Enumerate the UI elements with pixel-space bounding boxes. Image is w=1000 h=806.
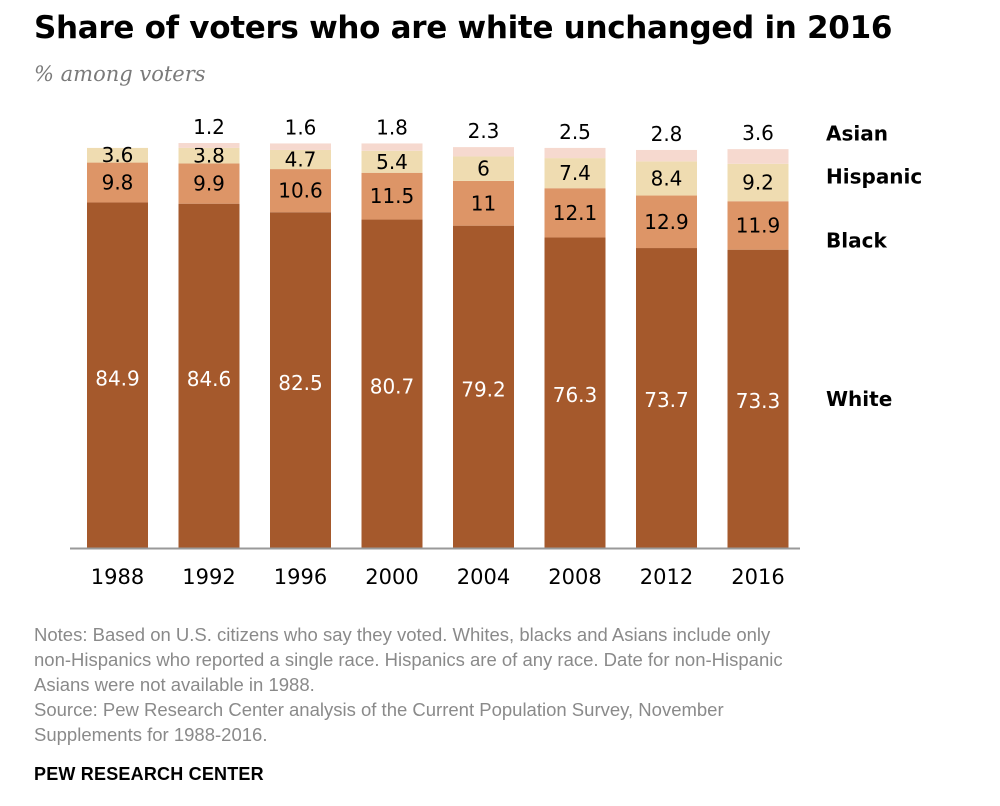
data-label-white-1996: 82.5	[278, 371, 323, 395]
source-line: Source: Pew Research Center analysis of …	[34, 699, 724, 720]
bar-segment-asian-2016	[727, 149, 789, 164]
bar-segment-asian-1996	[270, 143, 331, 150]
data-label-white-1992: 84.6	[187, 367, 232, 391]
data-label-white-2000: 80.7	[370, 375, 415, 399]
data-label-hispanic-1996: 4.7	[285, 148, 317, 172]
chart-title: Share of voters who are white unchanged …	[34, 10, 893, 46]
bar-segment-white-1992	[178, 203, 240, 548]
data-label-hispanic-2008: 7.4	[559, 161, 591, 185]
bar-segment-asian-2008	[544, 147, 606, 159]
data-label-white-2012: 73.7	[644, 388, 689, 412]
bar-segment-hispanic-1992	[178, 147, 240, 164]
bar-segment-hispanic-2016	[727, 163, 789, 202]
x-tick-label-1996: 1996	[274, 565, 327, 589]
data-label-asian-2016: 3.6	[742, 121, 774, 145]
bar-segment-white-1996	[270, 212, 331, 548]
bar-segment-black-2000	[361, 172, 423, 220]
data-label-white-2004: 79.2	[461, 377, 506, 401]
bar-segment-hispanic-2008	[544, 158, 606, 189]
data-label-black-1988: 9.8	[102, 171, 134, 195]
notes-line: Asians were not available in 1988.	[34, 674, 315, 695]
data-label-white-2008: 76.3	[553, 383, 598, 407]
bar-segment-white-2016	[727, 249, 789, 548]
data-label-black-1992: 9.9	[193, 172, 225, 196]
source-brand: PEW RESEARCH CENTER	[34, 764, 264, 784]
bar-segment-asian-2012	[636, 149, 697, 162]
bar-segment-white-2008	[544, 237, 606, 549]
data-label-black-1996: 10.6	[278, 179, 323, 203]
notes-line: Notes: Based on U.S. citizens who say th…	[34, 624, 771, 645]
bar-segment-white-2012	[636, 248, 697, 548]
bar-segment-white-2000	[361, 219, 423, 548]
legend-label-black: Black	[826, 228, 887, 252]
notes-line: non-Hispanics who reported a single race…	[34, 649, 783, 670]
bar-segment-white-2004	[453, 225, 514, 548]
bar-segment-black-2016	[727, 201, 789, 250]
bar-segment-asian-2000	[361, 143, 423, 151]
data-label-hispanic-2016: 9.2	[742, 171, 774, 195]
data-label-white-2016: 73.3	[736, 389, 781, 413]
bar-segment-hispanic-2000	[361, 150, 423, 173]
x-tick-label-2012: 2012	[640, 565, 693, 589]
bar-segment-hispanic-1996	[270, 149, 331, 170]
bar-segment-black-1988	[87, 162, 148, 203]
bar-segment-asian-2004	[453, 147, 514, 157]
data-label-hispanic-1988: 3.6	[102, 143, 134, 167]
data-label-asian-2012: 2.8	[651, 122, 683, 146]
x-tick-label-2008: 2008	[548, 565, 601, 589]
source-line: Supplements for 1988-2016.	[34, 724, 268, 745]
legend-label-white: White	[826, 387, 892, 411]
x-tick-label-2000: 2000	[365, 565, 418, 589]
data-label-white-1988: 84.9	[95, 367, 140, 391]
data-label-asian-2000: 1.8	[376, 115, 408, 139]
data-label-asian-2004: 2.3	[468, 119, 500, 143]
bar-segment-black-2008	[544, 188, 606, 238]
data-label-black-2004: 11	[471, 191, 496, 215]
chart-notes: Notes: Based on U.S. citizens who say th…	[34, 622, 984, 747]
legend-label-asian: Asian	[826, 121, 888, 145]
data-label-black-2012: 12.9	[644, 210, 689, 234]
data-label-black-2000: 11.5	[370, 184, 415, 208]
x-tick-label-1988: 1988	[91, 565, 144, 589]
chart-subtitle: % among voters	[34, 62, 206, 86]
data-label-asian-1996: 1.6	[285, 115, 317, 139]
x-tick-label-1992: 1992	[182, 565, 235, 589]
data-label-asian-1992: 1.2	[193, 115, 225, 139]
bar-segment-black-1992	[178, 163, 240, 204]
data-label-hispanic-2004: 6	[477, 157, 490, 181]
data-label-hispanic-2012: 8.4	[651, 166, 683, 190]
stacked-bar-chart: 84.99.83.6198884.69.93.81.2199282.510.64…	[70, 115, 922, 589]
data-label-hispanic-2000: 5.4	[376, 150, 408, 174]
data-label-black-2016: 11.9	[736, 213, 781, 237]
data-label-black-2008: 12.1	[553, 201, 598, 225]
bar-segment-black-2004	[453, 180, 514, 226]
bar-segment-black-2012	[636, 195, 697, 249]
bar-segment-hispanic-2012	[636, 161, 697, 196]
x-tick-label-2016: 2016	[731, 565, 784, 589]
bar-segment-white-1988	[87, 202, 148, 548]
bar-segment-hispanic-2004	[453, 156, 514, 181]
data-label-asian-2008: 2.5	[559, 120, 591, 144]
bar-segment-asian-1992	[178, 143, 240, 148]
legend-label-hispanic: Hispanic	[826, 165, 922, 189]
bar-segment-black-1996	[270, 169, 331, 213]
x-tick-label-2004: 2004	[457, 565, 510, 589]
bar-segment-hispanic-1988	[87, 147, 148, 163]
